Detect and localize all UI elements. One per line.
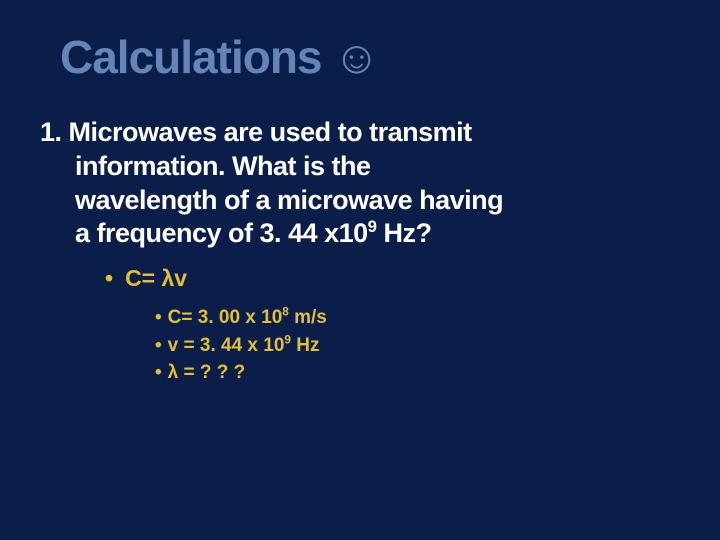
q-line2: information. What is the: [75, 150, 680, 184]
given-c: •C= 3. 00 x 108 m/s: [155, 304, 680, 332]
given-c-b: m/s: [289, 307, 327, 328]
bullet-dot-icon: •: [155, 307, 162, 328]
q-line4a: a frequency of 3. 44 x10: [75, 218, 368, 248]
q-line1: 1. Microwaves are used to transmit: [40, 117, 472, 147]
given-v-b: Hz: [291, 335, 320, 356]
q-line3: wavelength of a microwave having: [75, 184, 680, 218]
q-line4b: Hz?: [376, 218, 431, 248]
q-line4: a frequency of 3. 44 x109 Hz?: [75, 217, 680, 251]
unknown-lambda-text: λ = ? ? ?: [168, 362, 246, 383]
given-v: •v = 3. 44 x 109 Hz: [155, 332, 680, 360]
bullet-dot-icon: •: [105, 265, 113, 291]
formula-text: C= λv: [125, 265, 187, 291]
title-text: Calculations: [60, 31, 322, 83]
slide: Calculations ☺ 1. Microwaves are used to…: [0, 0, 720, 417]
unknown-lambda: • λ = ? ? ?: [155, 359, 680, 387]
smiley-icon: ☺: [333, 31, 379, 83]
bullet-dot-icon: •: [155, 362, 162, 383]
given-values: •C= 3. 00 x 108 m/s •v = 3. 44 x 109 Hz …: [155, 304, 680, 387]
bullet-dot-icon: •: [155, 335, 162, 356]
given-c-a: C= 3. 00 x 10: [168, 307, 283, 328]
slide-title: Calculations ☺: [60, 30, 680, 84]
question-text: 1. Microwaves are used to transmit infor…: [40, 116, 680, 251]
given-v-a: v = 3. 44 x 10: [168, 335, 285, 356]
formula-bullet: • C= λv: [105, 265, 680, 292]
